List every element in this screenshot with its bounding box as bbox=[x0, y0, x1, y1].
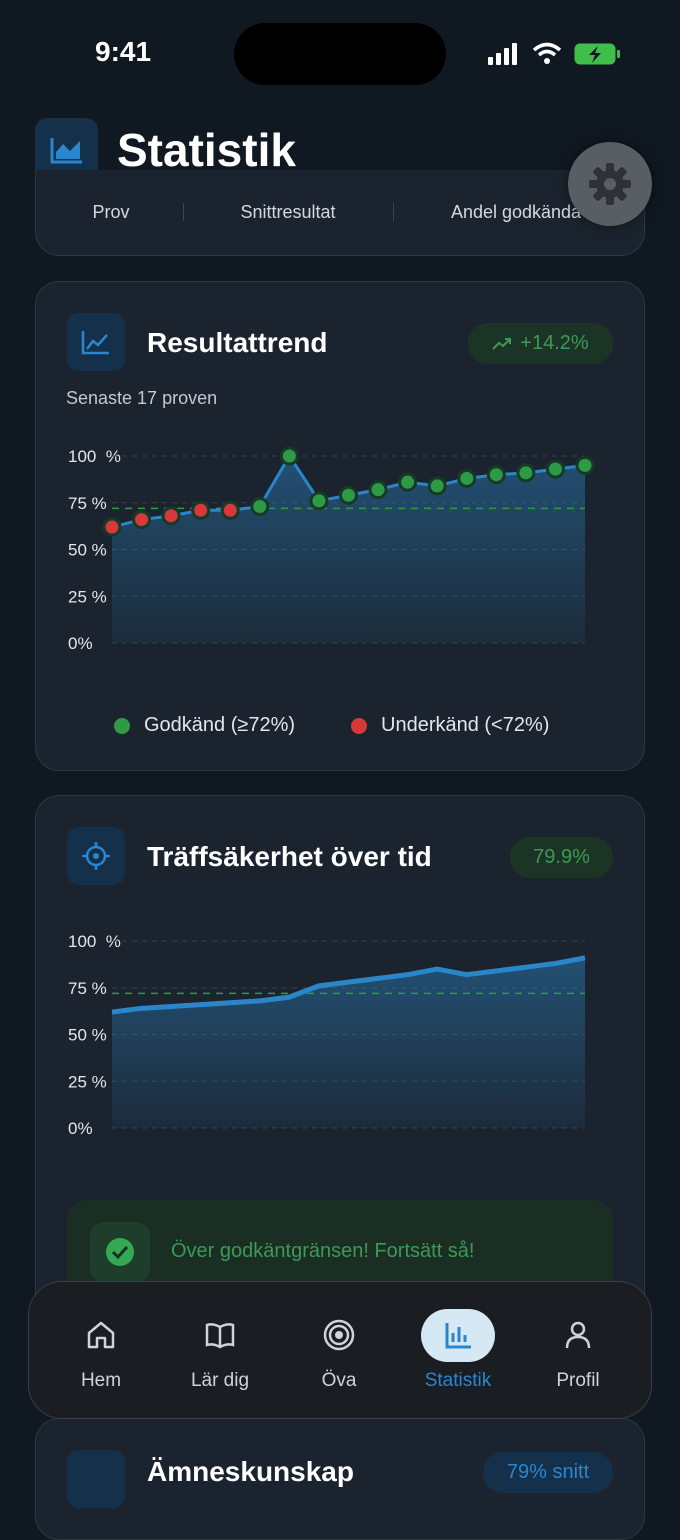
card-title: Träffsäkerhet över tid bbox=[147, 841, 432, 872]
y-tick-label: 25 % bbox=[68, 1072, 107, 1091]
card-title: Resultattrend bbox=[147, 327, 328, 358]
data-point bbox=[309, 491, 329, 511]
accuracy-badge: 79.9% bbox=[510, 837, 613, 878]
data-point bbox=[220, 500, 240, 520]
y-tick-label: 100 % bbox=[68, 932, 121, 951]
data-point bbox=[250, 496, 270, 516]
subject-badge: 79% snitt bbox=[483, 1452, 613, 1493]
data-point bbox=[368, 480, 388, 500]
icon bbox=[323, 1319, 355, 1351]
badge-text: 79.9% bbox=[533, 846, 590, 868]
trend-badge: +14.2% bbox=[468, 323, 613, 364]
trend-icon bbox=[67, 313, 125, 371]
summary-label: Snittresultat bbox=[240, 202, 336, 222]
y-tick-label: 0% bbox=[68, 634, 93, 653]
y-tick-label: 75 % bbox=[68, 494, 107, 513]
tab-label[interactable]: Lär dig bbox=[190, 1370, 250, 1391]
data-point bbox=[575, 455, 595, 475]
tab-icon bbox=[85, 1319, 117, 1351]
accuracy-icon bbox=[67, 827, 125, 885]
tab-icon bbox=[442, 1319, 474, 1351]
y-tick-label: 100 % bbox=[68, 447, 121, 466]
divider bbox=[393, 203, 394, 221]
legend-swatch bbox=[351, 718, 367, 734]
icon bbox=[565, 1321, 591, 1349]
tab-label[interactable]: Statistik bbox=[424, 1370, 492, 1391]
message-text: Över godkäntgränsen! Fortsätt så! bbox=[171, 1240, 475, 1262]
data-point bbox=[427, 476, 447, 496]
status-icons bbox=[488, 42, 620, 65]
data-point bbox=[339, 485, 358, 505]
data-point bbox=[279, 446, 299, 466]
data-point bbox=[161, 506, 181, 526]
area bbox=[112, 456, 585, 643]
dynamic-island bbox=[234, 23, 446, 85]
legend-swatch bbox=[114, 718, 130, 734]
data-point bbox=[398, 472, 418, 492]
legend-label: Underkänd (<72%) bbox=[381, 714, 550, 736]
icon bbox=[87, 1321, 115, 1349]
area bbox=[112, 957, 585, 1128]
page-title: Statistik bbox=[117, 124, 296, 176]
tab-icon bbox=[204, 1319, 236, 1351]
divider bbox=[183, 203, 184, 221]
y-tick-label: 50 % bbox=[68, 1026, 107, 1045]
line bbox=[111, 955, 586, 1015]
trend-chart: 100 % 75 % 50 % 25 % 0% bbox=[68, 446, 595, 653]
tab-label[interactable]: Öva bbox=[321, 1370, 357, 1391]
y-tick-label: 75 % bbox=[68, 979, 107, 998]
screen: 9:41 Statistik Prov Snittresultat Andel go… bbox=[28, 23, 652, 1540]
tab-icon bbox=[562, 1319, 594, 1351]
status-time: 9:41 bbox=[95, 36, 152, 67]
data-point bbox=[191, 500, 211, 520]
badge-text: +14.2% bbox=[520, 332, 589, 354]
settings-button[interactable] bbox=[568, 142, 652, 226]
y-tick-label: 50 % bbox=[68, 541, 107, 560]
data-point bbox=[545, 459, 565, 479]
tab-label[interactable]: Profil bbox=[556, 1370, 600, 1391]
check-icon bbox=[90, 1222, 150, 1282]
data-point bbox=[516, 463, 536, 483]
accuracy-chart: 100 % 75 % 50 % 25 % 0% bbox=[68, 932, 586, 1138]
data-point bbox=[457, 468, 477, 488]
summary-label: Prov bbox=[92, 202, 130, 222]
card-subtitle: Senaste 17 proven bbox=[66, 388, 218, 408]
y-tick-label: 0% bbox=[68, 1119, 93, 1138]
data-point bbox=[102, 517, 122, 537]
summary-label: Andel godkända bbox=[450, 202, 582, 222]
card-title: Ämneskunskap bbox=[147, 1456, 354, 1487]
subject-icon bbox=[67, 1450, 125, 1508]
tab-label[interactable]: Hem bbox=[80, 1370, 122, 1391]
badge-arrow bbox=[492, 337, 512, 350]
summary-card bbox=[35, 170, 645, 256]
y-tick-label: 25 % bbox=[68, 587, 107, 606]
data-point bbox=[132, 510, 152, 530]
icon bbox=[205, 1323, 235, 1349]
icon bbox=[445, 1323, 471, 1349]
data-point bbox=[486, 465, 506, 485]
tab-icon bbox=[323, 1319, 355, 1351]
legend-label: Godkänd (≥72%) bbox=[144, 714, 296, 736]
badge-text: 79% snitt bbox=[506, 1461, 590, 1483]
